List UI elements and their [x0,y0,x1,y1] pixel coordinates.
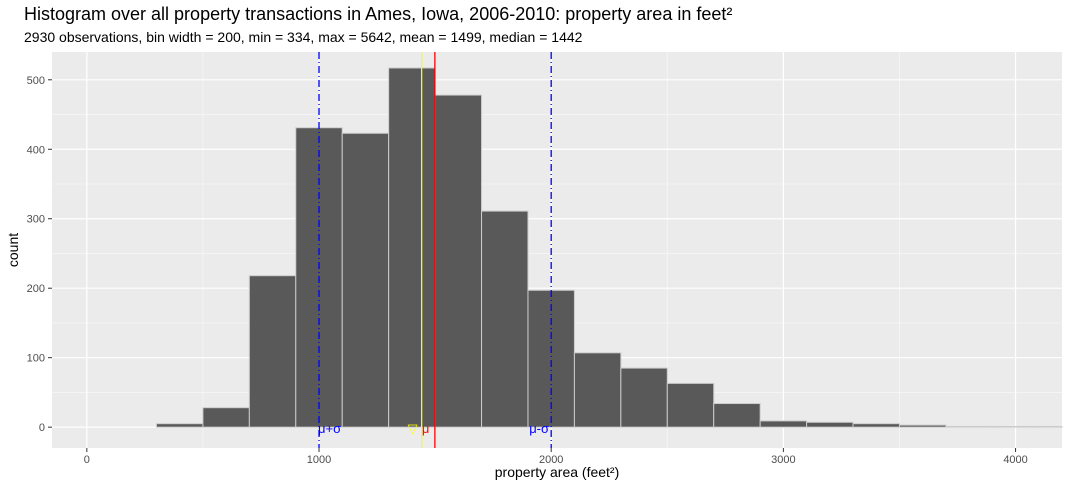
x-tick-label: 2000 [539,454,563,466]
y-tick-label: 100 [27,353,45,365]
reference-line-label: μ [422,421,430,436]
x-tick-label: 0 [84,454,90,466]
reference-line-label: μ+σ [318,421,341,436]
chart-title: Histogram over all property transactions… [24,4,733,24]
y-tick-label: 500 [27,75,45,87]
reference-lines: μ ▽ μ+σ μ-σ [318,52,552,448]
y-tick-label: 400 [27,144,45,156]
histogram-bar [573,352,622,428]
histogram-bar [388,67,436,428]
x-tick-label: 3000 [771,454,795,466]
histogram-bar [898,424,947,428]
histogram-bar [806,421,854,428]
x-axis-title: property area (feet²) [495,464,620,480]
x-tick-label: 4000 [1003,454,1027,466]
histogram-bar [666,382,715,428]
chart-subtitle: 2930 observations, bin width = 200, min … [24,29,583,45]
y-axis-title: count [5,233,21,267]
histogram-bar [852,423,900,428]
histogram-bar [155,423,204,428]
histogram-bar [202,407,250,428]
reference-line-label: ▽ [408,421,418,436]
histogram-bar [713,403,761,428]
histogram-bars [155,67,1063,428]
reference-line-label: μ-σ [529,421,549,436]
histogram-bar [434,94,483,428]
y-tick-label: 200 [27,283,45,295]
histogram-bar [759,420,808,428]
histogram-bar [945,425,993,428]
x-axis-ticks: 0 1000 2000 3000 4000 [84,448,1028,466]
y-tick-label: 300 [27,214,45,226]
y-tick-label: 0 [39,422,45,434]
x-tick-label: 1000 [307,454,331,466]
histogram-bar [991,425,1040,428]
histogram-bar [248,275,297,428]
histogram-bar [1038,425,1063,428]
histogram-bar [620,367,668,428]
y-axis-ticks: 0 100 200 300 400 500 [27,75,52,434]
histogram-bar [341,132,390,428]
histogram-bar [481,210,529,428]
